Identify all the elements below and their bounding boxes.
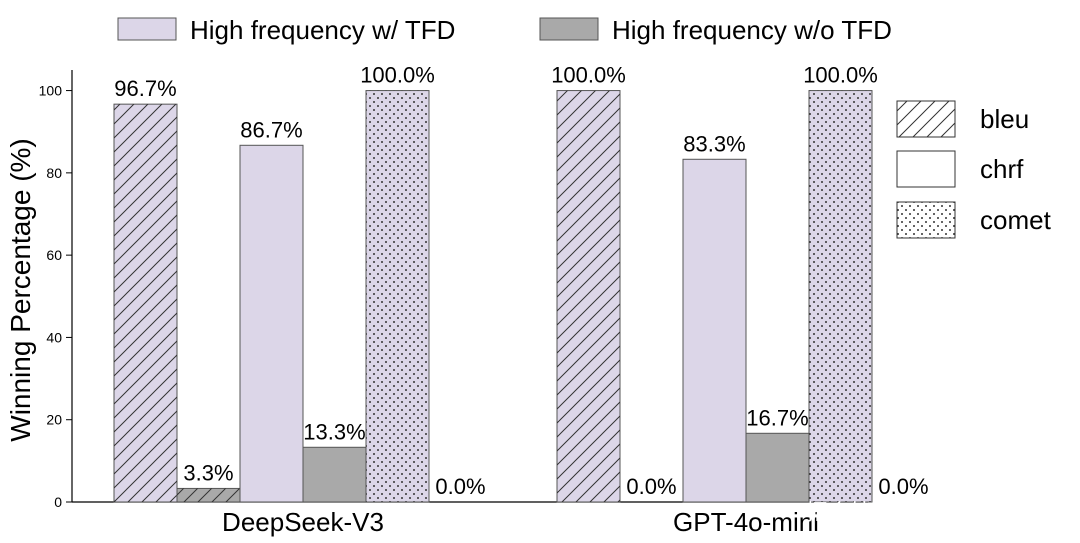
y-tick-label: 100 bbox=[39, 83, 63, 99]
data-label: 13.3% bbox=[303, 419, 365, 444]
bar-gpt-4o-mini-chrf-s1 bbox=[745, 432, 810, 503]
legend-hatch-bleu bbox=[897, 101, 955, 137]
y-tick-label: 20 bbox=[46, 412, 62, 428]
legend-swatch-series bbox=[117, 17, 177, 41]
bar-hatch-bleu bbox=[557, 90, 620, 503]
data-labels: 96.7% 3.3% 86.7% 13.3% 100.0% 0.0% 100.0% 0.0% 8… bbox=[114, 63, 928, 499]
bar-hatch-comet bbox=[366, 90, 429, 503]
data-label: 86.7% bbox=[240, 117, 302, 142]
data-label: 100.0% bbox=[551, 63, 626, 88]
legend-label-series: High frequency w/o TFD bbox=[612, 15, 892, 45]
y-tick-label: 40 bbox=[46, 329, 62, 345]
legend-swatch-chrf bbox=[896, 150, 956, 188]
y-axis-label: Winning Percentage (%) bbox=[5, 138, 36, 441]
legend-metrics: bleu chrf comet bbox=[896, 100, 1052, 239]
legend-swatch-series bbox=[539, 17, 599, 41]
category-label: DeepSeek-V3 bbox=[222, 507, 384, 537]
data-label: 0.0% bbox=[435, 474, 485, 499]
category-label: GPT-4o-mini bbox=[673, 507, 819, 537]
bar-hatch-comet bbox=[809, 90, 872, 503]
legend-label-comet: comet bbox=[980, 205, 1052, 235]
data-label: 0.0% bbox=[878, 474, 928, 499]
data-label: 16.7% bbox=[746, 405, 808, 430]
data-label: 100.0% bbox=[360, 63, 435, 88]
y-tick-label: 60 bbox=[46, 247, 62, 263]
bar-deepseek-v3-chrf-s0 bbox=[239, 144, 304, 503]
data-label: 96.7% bbox=[114, 76, 176, 101]
legend-label-bleu: bleu bbox=[980, 104, 1029, 134]
legend-hatch-comet bbox=[897, 202, 955, 238]
data-label: 3.3% bbox=[183, 460, 233, 485]
data-label: 100.0% bbox=[803, 63, 878, 88]
bar-gpt-4o-mini-chrf-s0 bbox=[682, 158, 747, 503]
y-tick-label: 0 bbox=[54, 494, 62, 510]
watermark: 掘金技术社区 @ 机器之心 bbox=[806, 501, 1062, 526]
bar-hatch-bleu bbox=[177, 488, 240, 502]
data-label: 0.0% bbox=[626, 474, 676, 499]
legend-label-chrf: chrf bbox=[980, 154, 1024, 184]
y-tick-label: 80 bbox=[46, 165, 62, 181]
data-label: 83.3% bbox=[683, 131, 745, 156]
bars bbox=[113, 90, 873, 503]
legend-series: High frequency w/ TFD High frequency w/o … bbox=[117, 15, 892, 45]
legend-label-series: High frequency w/ TFD bbox=[190, 15, 455, 45]
bar-deepseek-v3-chrf-s1 bbox=[302, 446, 367, 503]
bar-hatch-bleu bbox=[114, 104, 177, 503]
axes: 0 20 40 60 80 100 DeepSeek-V3 GPT-4o-mini bbox=[39, 70, 868, 537]
